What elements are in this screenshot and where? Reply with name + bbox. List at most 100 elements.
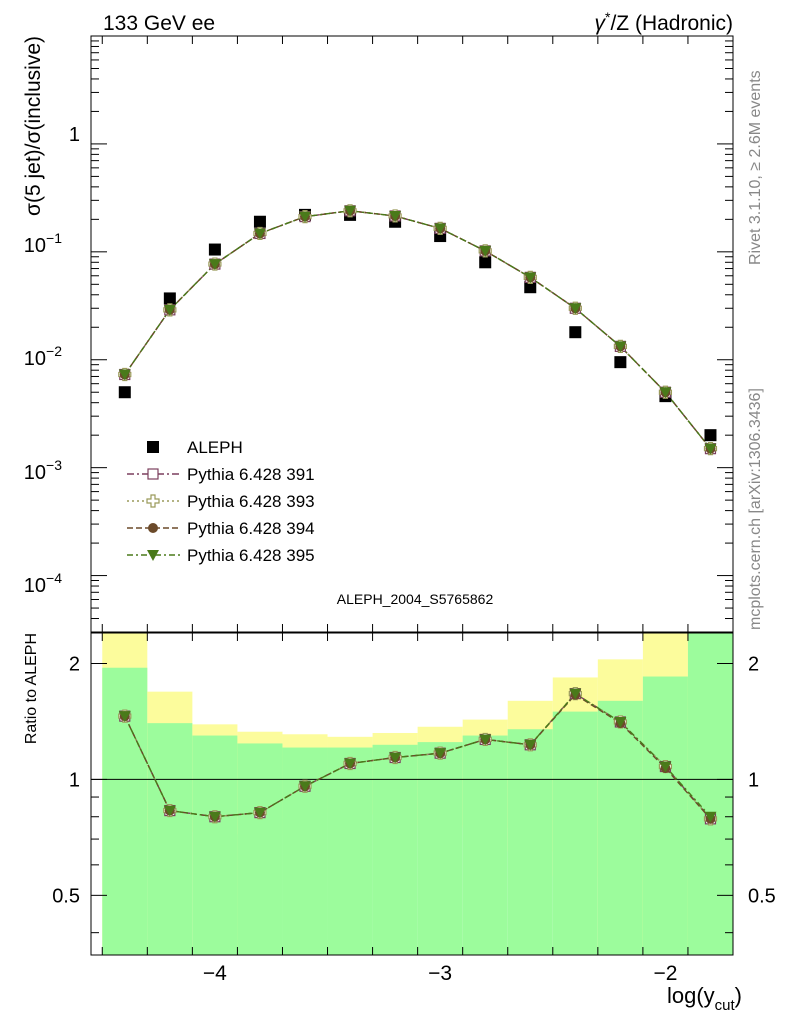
legend: ALEPH Pythia 6.428 391 Pythia 6.428 393 Pyt…	[127, 438, 315, 565]
main-panel: 10−4 10−3 10−2 10−1 1 σ(5 jet)/σ(inclusi…	[22, 35, 734, 633]
ratio-frame	[90, 632, 734, 956]
ratio-point-s3-3	[253, 807, 266, 819]
ratio-point-s3-2	[208, 811, 221, 823]
legend-label-0: ALEPH	[187, 438, 243, 457]
ratio-ytick-label-left-1: 1	[69, 769, 80, 791]
legend-marker-0	[147, 441, 159, 453]
ratio-xlabel: log(ycut)	[667, 983, 742, 1014]
main-point-s4-11	[614, 341, 627, 353]
main-frame	[90, 35, 734, 633]
header-left-label: 133 GeV ee	[103, 12, 215, 35]
main-ylabel: σ(5 jet)/σ(inclusive)	[22, 36, 45, 216]
main-markers	[118, 204, 718, 456]
main-point-s0-9	[524, 281, 537, 294]
legend-label-4: Pythia 6.428 395	[187, 546, 315, 565]
main-axis-ticks	[91, 35, 733, 633]
header-star: *	[605, 9, 611, 25]
band-green-10	[552, 711, 598, 955]
band-green-9	[507, 729, 553, 955]
main-point-s4-1	[163, 304, 176, 316]
main-point-s0-10	[569, 326, 582, 339]
main-ytick-label-1e-1: 10−1	[24, 230, 62, 257]
main-point-s4-12	[659, 387, 672, 399]
band-green-12	[642, 676, 688, 955]
ratio-line-3	[124, 692, 712, 818]
legend-marker-1	[147, 468, 159, 480]
legend-marker-3	[148, 523, 158, 533]
band-green-1	[147, 723, 193, 955]
main-point-s4-0	[118, 369, 131, 381]
main-point-s4-7	[434, 223, 447, 235]
legend-marker-2	[146, 494, 160, 508]
main-mc-lines	[124, 210, 712, 450]
main-point-s4-3	[253, 228, 266, 240]
ratio-xtick-label-2: −2	[653, 962, 677, 985]
legend-label-2: Pythia 6.428 393	[187, 492, 315, 511]
ratio-markers	[118, 687, 718, 826]
ratio-xtick-label-0: −4	[203, 962, 227, 985]
main-point-s4-10	[569, 303, 582, 315]
band-green-8	[462, 735, 508, 955]
ratio-point-s3-7	[434, 748, 447, 760]
rivet-label: Rivet 3.1.10, ≥ 2.6M events	[747, 70, 764, 265]
band-green-3	[237, 743, 283, 955]
ratio-point-s3-4	[299, 781, 311, 793]
ratio-point-s3-9	[524, 739, 537, 751]
ratio-point-s3-6	[389, 752, 402, 764]
main-point-s0-8	[479, 256, 492, 269]
band-green-6	[372, 744, 418, 955]
main-point-s4-5	[344, 205, 357, 217]
watermark: ALEPH_2004_S5765862	[337, 591, 494, 607]
main-point-s4-13	[704, 443, 717, 455]
header-right-label: γ*/Z (Hadronic)	[595, 9, 733, 35]
ratio-ytick-label-left-0: 0.5	[52, 885, 80, 907]
main-point-s4-6	[389, 210, 402, 222]
main-point-s0-0	[118, 386, 131, 399]
band-green-13	[687, 633, 733, 955]
legend-marker-4	[147, 550, 159, 561]
legend-label-1: Pythia 6.428 391	[187, 465, 315, 484]
band-green-7	[417, 742, 463, 955]
legend-label-3: Pythia 6.428 394	[187, 519, 315, 538]
header-gamma: γ	[595, 12, 607, 35]
ratio-ytick-label-right-2: 2	[748, 653, 759, 675]
ratio-point-s3-5	[344, 758, 357, 770]
ratio-point-s3-12	[659, 761, 672, 773]
band-green-2	[192, 735, 238, 955]
ratio-point-s3-13	[704, 811, 717, 823]
band-green-5	[327, 747, 373, 955]
ratio-point-s3-10	[569, 688, 582, 700]
ratio-panel: 0.5 0.5 1 1 2 2 −4 −3 −2 Ratio to ALEPH log(ycut…	[23, 632, 776, 1014]
main-point-s0-13	[704, 429, 717, 442]
main-point-s0-3	[253, 215, 266, 228]
main-ytick-label-1e-4: 10−4	[24, 570, 62, 597]
header-rest: /Z (Hadronic)	[610, 12, 733, 35]
main-ytick-label-1: 1	[69, 124, 80, 146]
main-ytick-label-1e-2: 10−2	[24, 343, 62, 370]
main-point-s4-2	[208, 259, 221, 271]
ratio-xtick-label-1: −3	[428, 962, 452, 985]
mcplots-label: mcplots.cern.ch [arXiv:1306.3436]	[747, 388, 764, 630]
ratio-point-s3-8	[479, 734, 492, 746]
ratio-ytick-label-left-2: 2	[69, 653, 80, 675]
ratio-axis-ticks	[91, 633, 733, 955]
ratio-point-s3-0	[118, 711, 131, 723]
main-point-s4-4	[299, 211, 311, 223]
ratio-point-s3-11	[614, 716, 627, 728]
ratio-ytick-label-right-0: 0.5	[748, 885, 776, 907]
ratio-tick-labels: 0.5 0.5 1 1 2 2 −4 −3 −2	[52, 653, 776, 985]
main-point-s0-1	[163, 292, 176, 305]
main-ytick-label-1e-3: 10−3	[24, 457, 62, 484]
main-point-s0-2	[208, 243, 221, 256]
band-green-11	[597, 700, 643, 955]
ratio-mc-lines	[124, 692, 712, 820]
main-point-s4-9	[524, 272, 537, 284]
ratio-uncertainty-bands	[102, 633, 733, 955]
ratio-point-s3-1	[163, 805, 176, 817]
main-line-4	[124, 210, 712, 450]
main-point-s4-8	[479, 245, 492, 257]
ratio-ytick-label-right-1: 1	[748, 769, 759, 791]
ratio-ylabel: Ratio to ALEPH	[23, 633, 40, 744]
main-point-s0-11	[614, 356, 627, 369]
